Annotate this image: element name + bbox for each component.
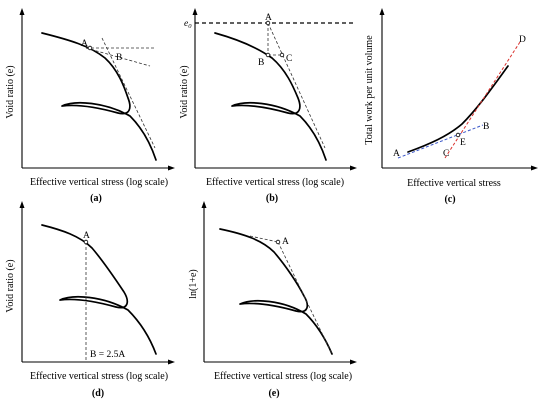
panel-b-point-c: C [286,54,292,64]
panel-a-tangent-a [85,47,151,67]
panel-a-label: (a) [90,193,102,204]
panel-a-compression-curve [41,32,157,161]
panel-e-virgin-extension [277,241,333,355]
panel-d-point-a: A [83,231,90,241]
panel-b: e0 A B C Void ratio (e) Effective vertic… [179,8,357,204]
panel-b-point-c-marker [279,52,285,58]
panel-a-x-arrow [168,165,175,171]
panel-b-point-b: B [258,58,264,68]
panel-b-e0-label: e0 [184,19,192,30]
panel-b-compression-curve [214,32,327,161]
panel-e-y-arrow [201,201,207,208]
panel-b-point-a-marker [265,20,271,26]
panel-d-ylabel: Void ratio (e) [5,259,16,312]
panel-a-xlabel: Effective vertical stress (log scale) [30,177,168,188]
panel-e-ylabel: ln(1+e) [188,269,199,299]
panel-d-compression-curve [41,224,157,355]
panel-c-point-c: C [443,149,449,159]
panel-e-x-arrow [350,359,357,365]
panel-b-point-a: A [265,13,272,23]
panel-a-point-a: A [81,39,88,49]
panel-c-point-d: D [519,35,526,45]
panel-a-virgin-extension [101,37,156,149]
panel-b-x-arrow [350,165,357,171]
panel-e-xlabel: Effective vertical stress (log scale) [214,371,352,382]
panel-c-label: (c) [444,194,455,205]
panel-e-compression-curve [219,228,333,355]
panel-d-annotation: B = 2.5A [90,350,125,360]
panel-c-point-e: E [460,138,466,148]
panel-d-x-arrow [168,359,175,365]
panel-b-e0-subscript: 0 [188,23,192,30]
panel-c-point-e-marker [455,132,461,138]
panel-d-point-a-marker [83,239,89,245]
panel-a: A B Void ratio (e) Effective vertical st… [5,8,175,204]
panel-d-y-arrow [19,201,25,208]
panel-c: A B C D E Total work per unit volume Eff… [364,8,538,205]
panel-a-ylabel: Void ratio (e) [5,65,16,118]
panel-c-y-arrow [379,8,385,15]
panel-c-point-b: B [483,122,489,132]
panel-b-virgin-extension [267,22,326,149]
panel-a-y-arrow [19,8,25,15]
panel-a-point-a-marker [87,45,93,51]
panel-b-label: (b) [266,193,278,204]
panel-e: A ln(1+e) Effective vertical stress (log… [188,201,357,399]
panel-e-point-a-marker [275,239,281,245]
panel-d: A B = 2.5A Void ratio (e) Effective vert… [5,201,175,399]
panel-c-x-arrow [531,165,538,171]
panel-b-point-b-marker [265,52,271,58]
panel-b-xlabel: Effective vertical stress (log scale) [206,177,344,188]
panel-e-label: (e) [268,388,279,399]
panel-a-point-b: B [116,53,122,63]
panel-c-ylabel: Total work per unit volume [364,35,375,145]
panel-c-post-yield-line [444,41,521,159]
panel-c-work-curve [407,65,509,153]
panel-b-e0-letter: e [184,19,188,29]
panel-c-xlabel: Effective vertical stress [407,178,501,189]
panel-d-label: (d) [92,388,104,399]
panel-e-point-a: A [282,237,289,247]
panel-b-y-arrow [192,8,198,15]
panel-d-xlabel: Effective vertical stress (log scale) [30,371,168,382]
panel-c-point-a: A [393,149,400,159]
panel-c-pre-yield-line [397,124,484,159]
panel-b-ylabel: Void ratio (e) [179,65,190,118]
